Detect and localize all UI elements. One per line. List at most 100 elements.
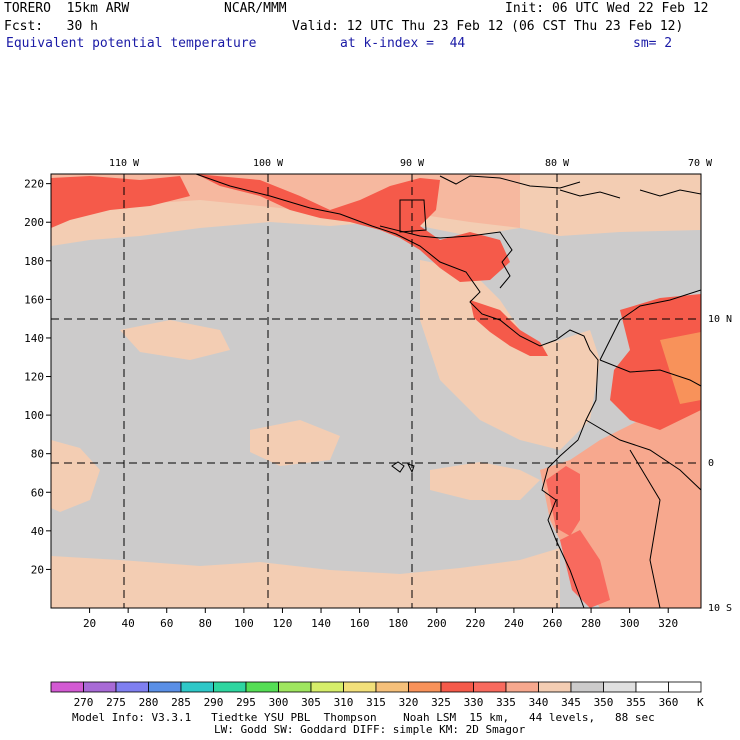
lat-labels: 10 N 0 10 S <box>708 314 732 614</box>
x-tick-label: 280 <box>581 617 601 630</box>
x-tick-label: 220 <box>465 617 485 630</box>
x-index-ticks: 20 40 60 80 100 120 140 160 180 200 220 240 260 280 30… <box>83 608 678 630</box>
x-tick-label: 20 <box>83 617 96 630</box>
y-tick-label: 180 <box>24 255 44 268</box>
colorbar-label: 280 <box>138 696 159 709</box>
y-tick-label: 200 <box>24 216 44 229</box>
x-tick-label: 240 <box>504 617 524 630</box>
x-tick-label: 160 <box>350 617 370 630</box>
colorbar-swatch <box>213 681 247 693</box>
pacific-coastline <box>195 174 599 608</box>
colorbar-swatch <box>375 681 409 693</box>
init-time: Init: 06 UTC Wed 22 Feb 12 <box>505 1 709 16</box>
colorbar <box>50 681 702 693</box>
colorbar-label: 325 <box>431 696 451 709</box>
graticule <box>51 174 701 608</box>
field-345-patch-b <box>250 420 340 466</box>
colorbar-swatch <box>505 681 539 693</box>
colorbar-label: 310 <box>333 696 354 709</box>
level-index: at k-index = 44 <box>340 36 466 51</box>
x-tick-label: 40 <box>122 617 135 630</box>
lon-labels: 110 W 100 W 90 W 80 W 70 W <box>109 158 713 169</box>
field-345-west <box>51 440 100 512</box>
x-tick-label: 60 <box>160 617 173 630</box>
x-tick-label: 100 <box>234 617 254 630</box>
colorbar-label: 335 <box>496 696 516 709</box>
field-335-peru <box>560 530 610 608</box>
colorbar-swatch <box>343 681 377 693</box>
lat-label: 10 N <box>708 314 732 325</box>
center-name: NCAR/MMM <box>224 1 287 16</box>
colorbar-swatch <box>408 681 442 693</box>
y-tick-label: 60 <box>31 486 44 499</box>
colorbar-label: 315 <box>366 696 386 709</box>
shaded-field <box>51 174 701 608</box>
colorbar-label: 340 <box>528 696 549 709</box>
colorbar-label: 345 <box>561 696 581 709</box>
field-345-south <box>51 548 560 608</box>
lon-label: 110 W <box>109 158 140 169</box>
y-tick-label: 120 <box>24 371 44 384</box>
y-tick-label: 100 <box>24 409 44 422</box>
x-tick-label: 80 <box>199 617 212 630</box>
colorbar-label: 295 <box>236 696 256 709</box>
field-325-colombia <box>660 332 701 404</box>
colorbar-swatch <box>50 681 84 693</box>
y-tick-label: 40 <box>31 525 44 538</box>
y-tick-label: 20 <box>31 563 44 576</box>
colorbar-unit: K <box>697 696 704 709</box>
colorbar-swatch <box>115 681 149 693</box>
colorbar-label: 320 <box>398 696 419 709</box>
smoothing: sm= 2 <box>633 36 673 51</box>
model-name: TORERO 15km ARW <box>4 1 130 16</box>
lat-label: 0 <box>708 458 714 469</box>
lon-label: 70 W <box>688 158 713 169</box>
colorbar-swatch <box>310 681 344 693</box>
y-tick-label: 160 <box>24 293 44 306</box>
colorbar-swatch <box>473 681 507 693</box>
colorbar-swatch <box>668 681 702 693</box>
model-info-line1: Model Info: V3.3.1 Tiedtke YSU PBL Thomp… <box>72 711 655 724</box>
colorbar-swatch <box>603 681 637 693</box>
field-name: Equivalent potential temperature <box>6 36 257 51</box>
colorbar-swatch <box>180 681 214 693</box>
colorbar-swatch <box>538 681 572 693</box>
field-330-northwest <box>51 176 190 228</box>
model-info-line2: LW: Godd SW: Goddard DIFF: simple KM: 2D… <box>214 723 526 736</box>
lon-label: 100 W <box>253 158 284 169</box>
x-tick-label: 320 <box>658 617 678 630</box>
y-index-ticks: 20 40 60 80 100 120 140 160 180 200 220 <box>24 178 51 576</box>
colorbar-label: 305 <box>301 696 321 709</box>
caribbean-coast-south-america <box>599 289 701 361</box>
colorbar-label: 330 <box>463 696 484 709</box>
y-tick-label: 80 <box>31 448 44 461</box>
lon-label: 90 W <box>400 158 425 169</box>
field-345-patch-a <box>120 320 230 360</box>
colorbar-label: 285 <box>171 696 191 709</box>
colorbar-label: 270 <box>73 696 94 709</box>
x-tick-label: 260 <box>543 617 563 630</box>
colorbar-swatch <box>440 681 474 693</box>
x-tick-label: 180 <box>388 617 408 630</box>
gulf-coast <box>439 175 581 189</box>
coastlines <box>195 174 701 608</box>
valid-time: Valid: 12 UTC Thu 23 Feb 12 (06 CST Thu … <box>292 19 684 34</box>
colorbar-swatch <box>148 681 182 693</box>
x-tick-label: 300 <box>620 617 640 630</box>
colorbar-swatch <box>570 681 604 693</box>
peru-brazil-border <box>629 449 661 608</box>
belize-guatemala-border <box>399 199 427 233</box>
colorbar-label: 350 <box>593 696 614 709</box>
cuba-coast <box>639 189 701 197</box>
field-345-east-pacific <box>420 260 600 450</box>
colorbar-swatch <box>83 681 117 693</box>
colorbar-swatch <box>278 681 312 693</box>
field-335-ecuador <box>546 466 580 536</box>
colorbar-label: 360 <box>658 696 679 709</box>
lon-label: 80 W <box>545 158 570 169</box>
lat-label: 10 S <box>708 603 732 614</box>
plot-frame <box>50 173 702 609</box>
honduras-border <box>379 225 513 289</box>
colorbar-label: 275 <box>106 696 126 709</box>
